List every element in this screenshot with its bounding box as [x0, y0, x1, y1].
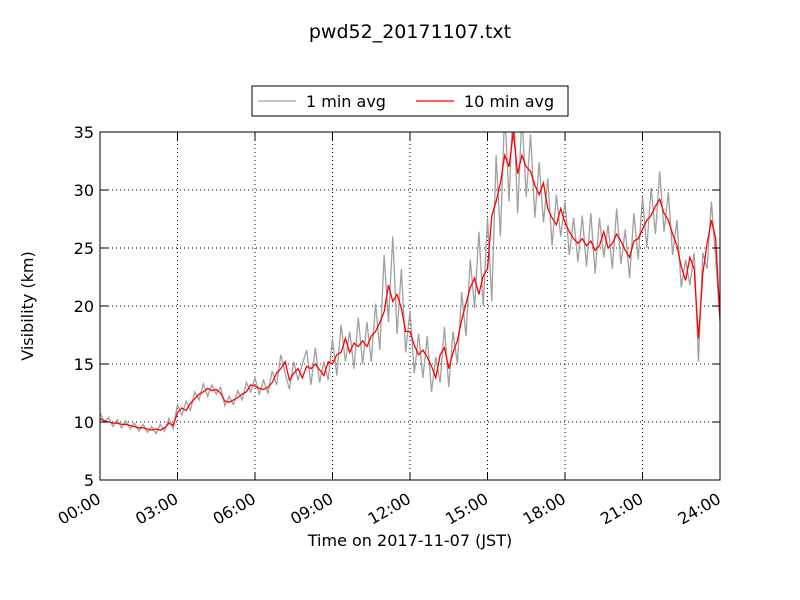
x-axis-label: Time on 2017-11-07 (JST) [307, 531, 512, 550]
plot-lines [100, 132, 720, 435]
chart-title: pwd52_20171107.txt [309, 21, 511, 43]
series-line [100, 132, 720, 431]
legend-box [251, 85, 569, 117]
y-axis-label: Visibility (km) [18, 251, 37, 360]
y-tick-label: 20 [74, 297, 94, 316]
legend-label: 1 min avg [306, 92, 386, 111]
legend-label: 10 min avg [464, 92, 554, 111]
series-line [100, 132, 720, 435]
y-tick-label: 10 [74, 413, 94, 432]
y-tick-label: 30 [74, 181, 94, 200]
legend: 1 min avg 10 min avg [251, 85, 569, 117]
y-tick-label: 35 [74, 123, 94, 142]
y-tick-label: 25 [74, 239, 94, 258]
y-tick-label: 5 [84, 471, 94, 490]
y-tick-label: 15 [74, 355, 94, 374]
